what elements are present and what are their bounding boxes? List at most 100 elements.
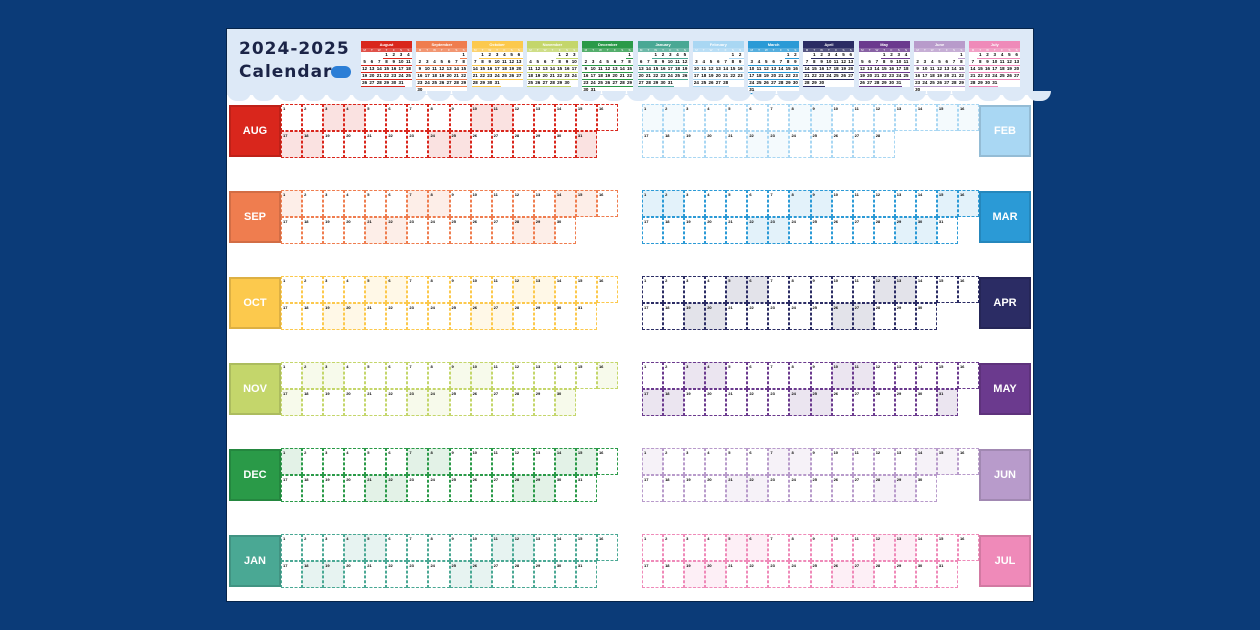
day-cell[interactable]: 22: [386, 217, 408, 244]
day-cell[interactable]: 23: [768, 475, 790, 502]
day-cell[interactable]: 23: [768, 561, 790, 588]
day-cell[interactable]: 6: [747, 534, 769, 561]
day-cell[interactable]: 13: [533, 362, 555, 389]
day-cell[interactable]: 18: [663, 475, 685, 502]
day-cell[interactable]: 4: [705, 276, 727, 303]
day-cell[interactable]: 6: [386, 534, 408, 561]
day-cell[interactable]: 3: [323, 276, 345, 303]
day-cell[interactable]: 23: [407, 303, 429, 330]
day-cell[interactable]: 28: [873, 389, 895, 416]
day-cell[interactable]: 30: [554, 131, 576, 158]
day-cell[interactable]: 16: [957, 448, 979, 475]
day-cell[interactable]: 13: [894, 448, 916, 475]
day-cell[interactable]: 1: [642, 104, 664, 131]
day-cell[interactable]: 28: [873, 303, 895, 330]
day-cell[interactable]: 2: [663, 104, 685, 131]
day-cell[interactable]: 25: [810, 217, 832, 244]
day-cell[interactable]: 3: [684, 448, 706, 475]
day-cell[interactable]: 4: [705, 534, 727, 561]
day-cell[interactable]: 29: [533, 475, 555, 502]
day-cell[interactable]: 21: [365, 217, 387, 244]
day-cell[interactable]: 11: [491, 104, 513, 131]
day-cell[interactable]: 27: [491, 561, 513, 588]
day-cell[interactable]: 1: [281, 104, 303, 131]
day-cell[interactable]: 2: [302, 190, 324, 217]
day-cell[interactable]: 4: [344, 276, 366, 303]
day-cell[interactable]: 5: [726, 362, 748, 389]
day-cell[interactable]: 3: [323, 448, 345, 475]
day-cell[interactable]: 19: [684, 303, 706, 330]
day-cell[interactable]: 13: [533, 448, 555, 475]
day-cell[interactable]: 7: [407, 104, 429, 131]
day-cell[interactable]: 11: [491, 190, 513, 217]
day-cell[interactable]: 18: [663, 561, 685, 588]
day-cell[interactable]: 7: [768, 448, 790, 475]
day-cell[interactable]: 23: [407, 561, 429, 588]
day-cell[interactable]: 16: [957, 276, 979, 303]
day-cell[interactable]: 11: [852, 190, 874, 217]
day-cell[interactable]: 17: [281, 303, 303, 330]
day-cell[interactable]: 15: [575, 104, 597, 131]
day-cell[interactable]: 10: [470, 534, 492, 561]
day-cell[interactable]: 7: [407, 534, 429, 561]
day-cell[interactable]: 12: [873, 362, 895, 389]
day-cell[interactable]: 9: [449, 448, 471, 475]
day-cell[interactable]: 7: [407, 276, 429, 303]
day-cell[interactable]: 15: [575, 362, 597, 389]
day-cell[interactable]: 1: [642, 362, 664, 389]
day-cell[interactable]: 14: [915, 448, 937, 475]
day-cell[interactable]: 16: [596, 362, 618, 389]
day-cell[interactable]: 20: [344, 475, 366, 502]
day-cell[interactable]: 17: [642, 131, 664, 158]
day-cell[interactable]: 7: [407, 190, 429, 217]
day-cell[interactable]: 21: [365, 131, 387, 158]
day-cell[interactable]: 28: [512, 131, 534, 158]
day-cell[interactable]: 20: [705, 561, 727, 588]
day-cell[interactable]: 11: [852, 534, 874, 561]
day-cell[interactable]: 5: [726, 104, 748, 131]
day-cell[interactable]: 22: [386, 561, 408, 588]
day-cell[interactable]: 27: [491, 389, 513, 416]
day-cell[interactable]: 4: [705, 190, 727, 217]
day-cell[interactable]: 4: [344, 448, 366, 475]
day-cell[interactable]: 30: [554, 475, 576, 502]
day-cell[interactable]: 31: [575, 303, 597, 330]
day-cell[interactable]: 29: [894, 217, 916, 244]
day-cell[interactable]: 5: [365, 362, 387, 389]
day-cell[interactable]: 19: [323, 389, 345, 416]
day-cell[interactable]: 27: [491, 217, 513, 244]
day-cell[interactable]: 5: [365, 534, 387, 561]
day-cell[interactable]: 11: [852, 362, 874, 389]
day-cell[interactable]: 20: [344, 217, 366, 244]
day-cell[interactable]: 31: [936, 561, 958, 588]
day-cell[interactable]: 8: [428, 362, 450, 389]
day-cell[interactable]: 28: [512, 217, 534, 244]
day-cell[interactable]: 19: [323, 475, 345, 502]
day-cell[interactable]: 17: [281, 561, 303, 588]
day-cell[interactable]: 11: [491, 362, 513, 389]
day-cell[interactable]: 30: [554, 561, 576, 588]
day-cell[interactable]: 10: [831, 276, 853, 303]
day-cell[interactable]: 16: [596, 534, 618, 561]
day-cell[interactable]: 13: [533, 190, 555, 217]
day-cell[interactable]: 30: [915, 475, 937, 502]
day-cell[interactable]: 24: [428, 303, 450, 330]
day-cell[interactable]: 4: [344, 362, 366, 389]
day-cell[interactable]: 20: [705, 131, 727, 158]
day-cell[interactable]: 26: [470, 131, 492, 158]
day-cell[interactable]: 18: [302, 475, 324, 502]
day-cell[interactable]: 27: [491, 131, 513, 158]
day-cell[interactable]: 7: [768, 534, 790, 561]
day-cell[interactable]: 26: [831, 475, 853, 502]
day-cell[interactable]: 17: [642, 389, 664, 416]
day-cell[interactable]: 2: [663, 190, 685, 217]
day-cell[interactable]: 30: [554, 217, 576, 244]
day-cell[interactable]: 14: [554, 104, 576, 131]
day-cell[interactable]: 3: [323, 104, 345, 131]
day-cell[interactable]: 28: [873, 475, 895, 502]
day-cell[interactable]: 24: [428, 217, 450, 244]
day-cell[interactable]: 4: [705, 104, 727, 131]
day-cell[interactable]: 3: [323, 534, 345, 561]
day-cell[interactable]: 27: [852, 217, 874, 244]
day-cell[interactable]: 22: [386, 475, 408, 502]
